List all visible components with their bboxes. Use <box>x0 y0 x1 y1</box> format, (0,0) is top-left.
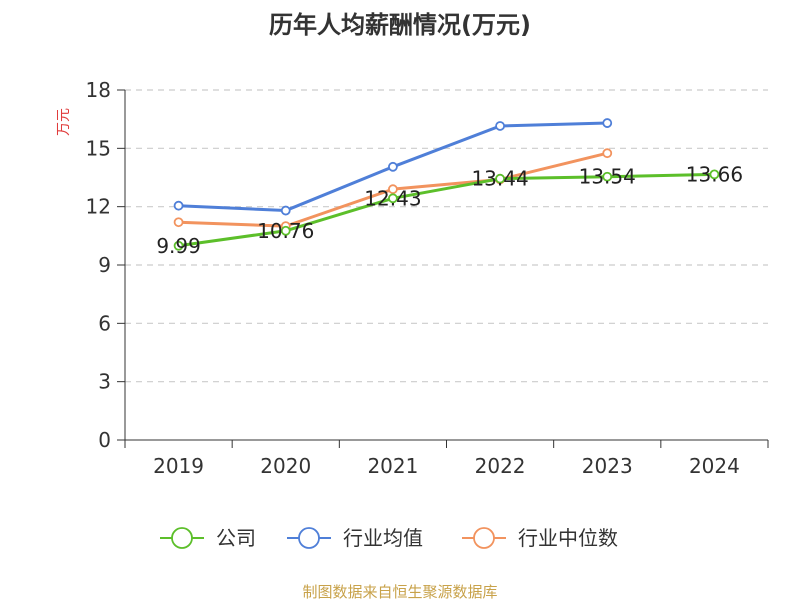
legend-item-1[interactable]: 行业均值 <box>287 526 423 550</box>
data-point-2 <box>602 148 613 159</box>
data-label: 10.76 <box>257 219 314 243</box>
source-note: 制图数据来自恒生聚源数据库 <box>302 583 497 600</box>
data-point-1 <box>602 118 613 128</box>
chart-title: 历年人均薪酬情况(万元) <box>269 11 531 39</box>
data-point-0 <box>602 171 613 182</box>
data-point-1 <box>388 161 398 172</box>
data-point-2 <box>388 184 398 195</box>
data-point-0 <box>495 173 505 184</box>
legend-marker <box>171 527 193 549</box>
series-line-0 <box>177 172 716 248</box>
x-tick-label: 2023 <box>582 454 633 478</box>
legend-marker <box>473 527 495 549</box>
data-label: 12.43 <box>364 186 421 210</box>
y-tick-label: 6 <box>98 311 111 335</box>
x-tick-label: 2020 <box>260 454 311 478</box>
y-tick-label: 12 <box>86 195 111 219</box>
x-tick-label: 2021 <box>367 454 418 478</box>
y-tick-label: 18 <box>86 78 111 102</box>
data-label: 9.99 <box>156 234 201 258</box>
data-point-0 <box>709 169 720 180</box>
x-tick-label: 2019 <box>153 454 204 478</box>
y-tick-label: 9 <box>98 253 111 277</box>
data-point-1 <box>173 200 184 211</box>
data-label: 13.54 <box>579 165 636 189</box>
data-point-0 <box>280 225 291 236</box>
x-tick-label: 2024 <box>689 454 740 478</box>
data-point-1 <box>495 121 505 131</box>
y-tick-label: 0 <box>98 428 111 452</box>
data-point-1 <box>280 205 291 216</box>
legend-label: 行业中位数 <box>518 526 618 550</box>
legend-label: 公司 <box>216 526 256 550</box>
series-lines <box>173 118 720 251</box>
data-point-0 <box>388 193 398 204</box>
legend-label: 行业均值 <box>343 526 423 550</box>
y-axis-label: 万元 <box>56 108 72 136</box>
axes <box>117 89 769 448</box>
legend-item-0[interactable]: 公司 <box>160 526 256 550</box>
gridlines <box>125 89 768 383</box>
data-point-0 <box>173 240 184 251</box>
x-tick-label: 2022 <box>475 454 526 478</box>
legend-marker <box>298 527 320 549</box>
legend[interactable]: 公司 行业均值 行业中位数 <box>160 526 618 550</box>
y-tick-label: 3 <box>98 370 111 394</box>
data-label: 13.66 <box>686 162 743 186</box>
tick-labels: 0 3 6 9 12 15 18 2019 2020 2021 2022 2023 2024 <box>86 78 740 478</box>
data-label: 13.44 <box>471 167 528 191</box>
data-point-2 <box>173 217 184 228</box>
y-tick-label: 15 <box>86 136 111 160</box>
data-labels: 9.99 10.76 12.43 13.44 13.54 13.66 <box>156 162 743 257</box>
legend-item-2[interactable]: 行业中位数 <box>462 526 618 550</box>
